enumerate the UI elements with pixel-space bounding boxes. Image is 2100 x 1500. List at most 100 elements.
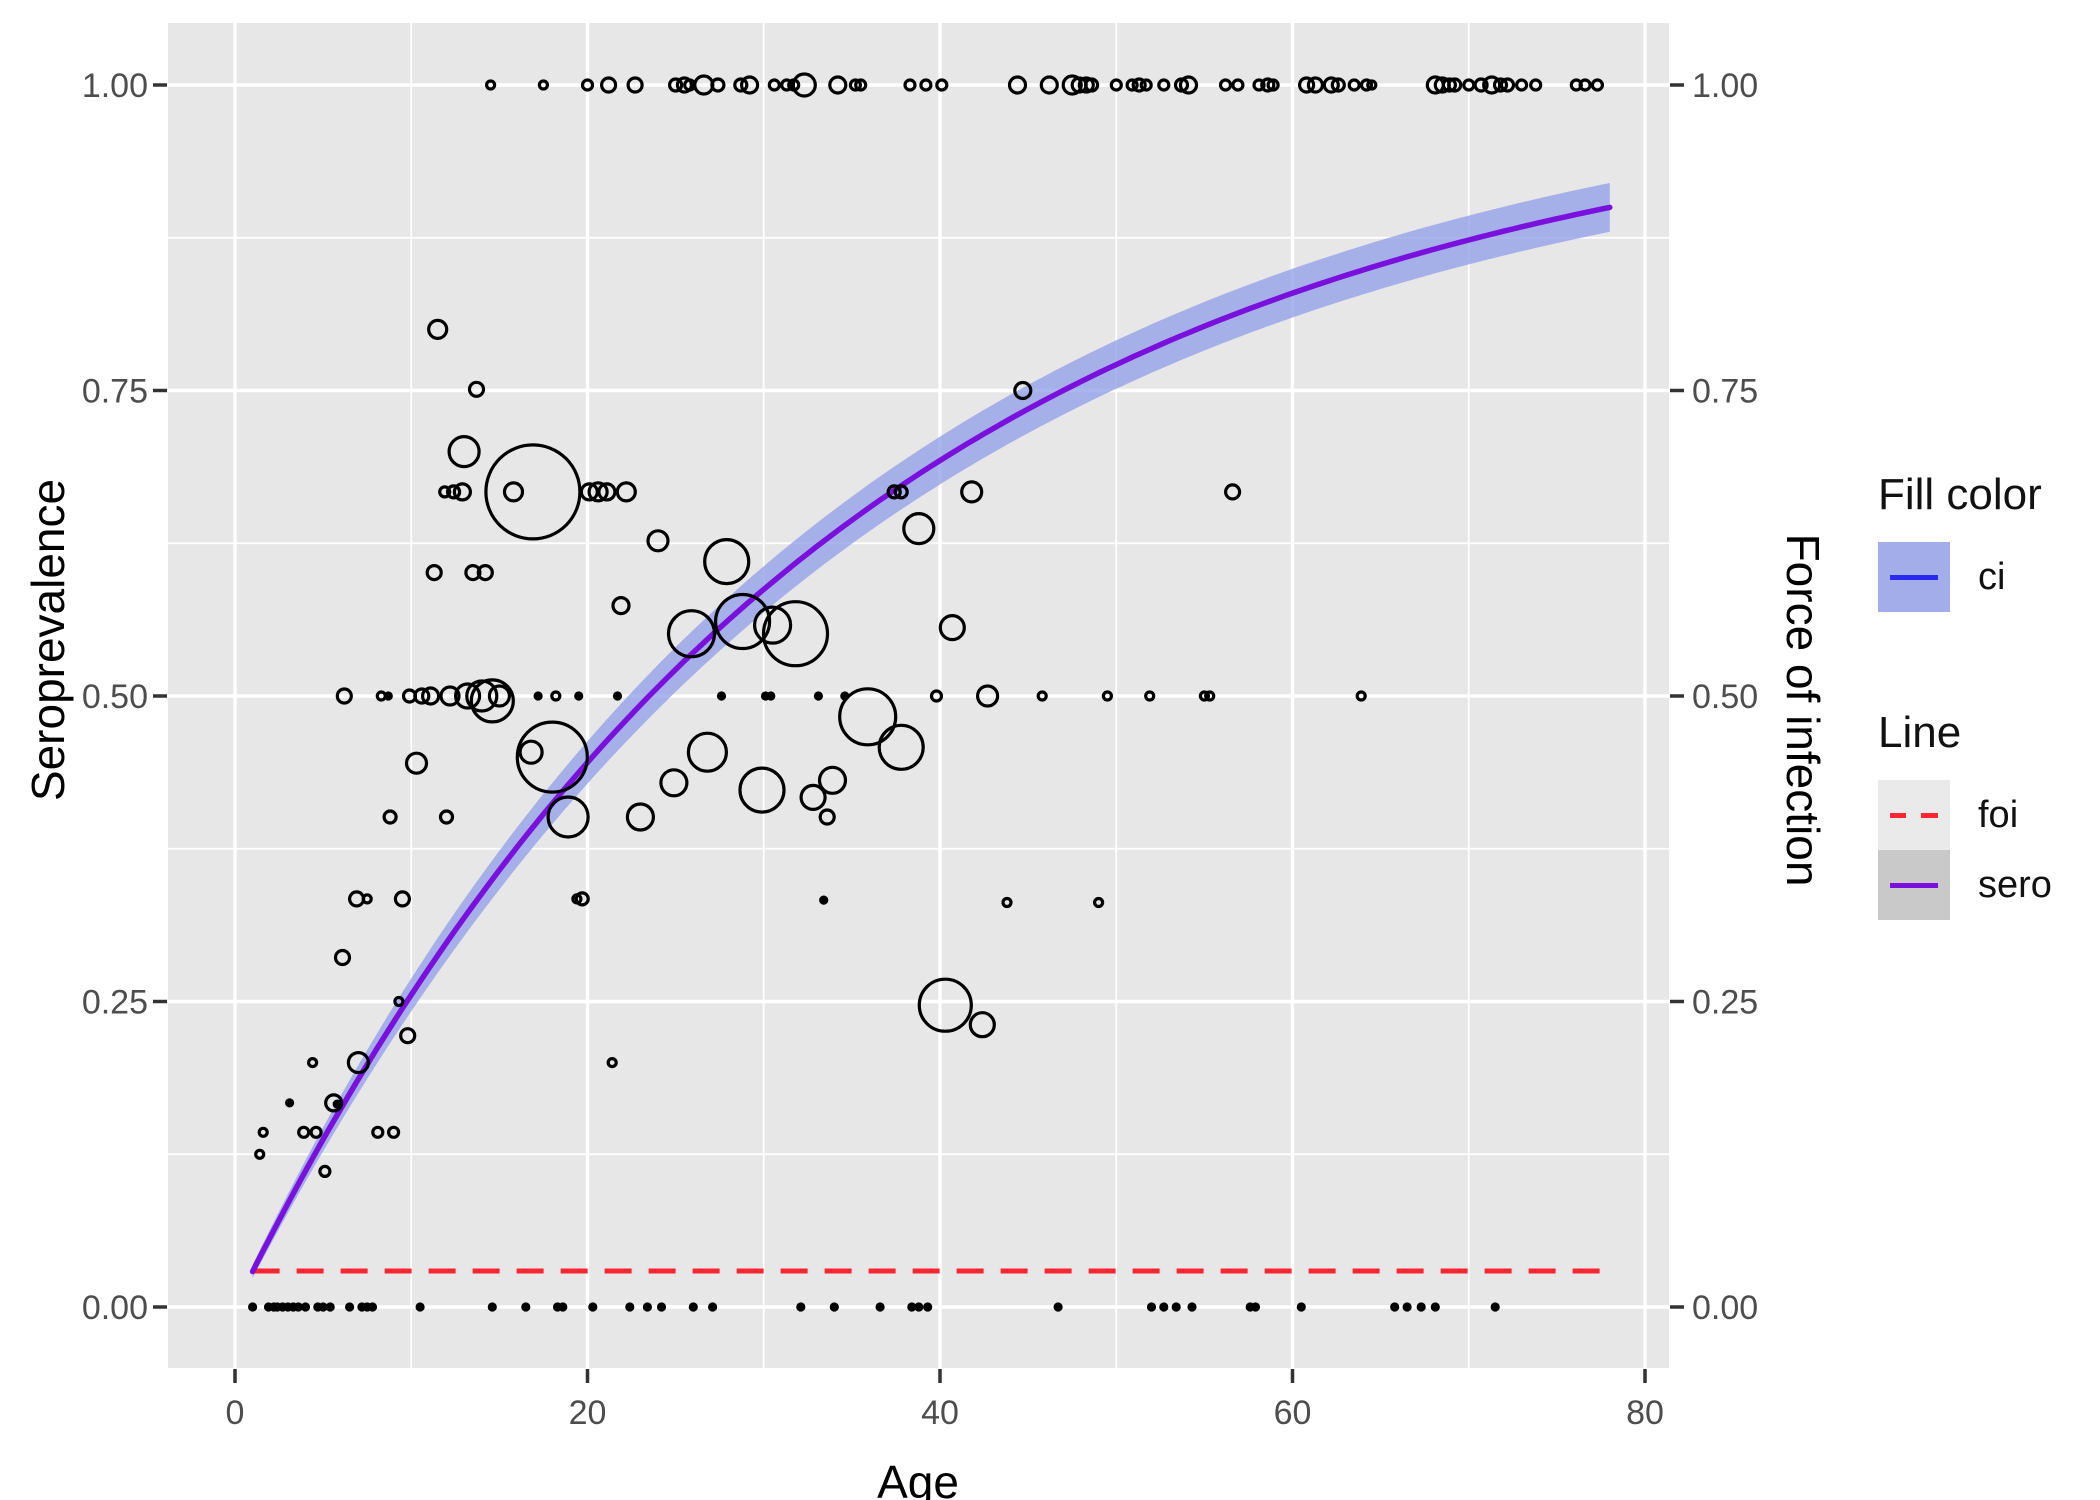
bubble-point <box>333 948 352 967</box>
legend-item-ci: ci <box>1878 542 2100 612</box>
bubble-point <box>666 609 717 659</box>
bubble-point <box>533 691 543 701</box>
seronegative-point <box>1402 1302 1412 1312</box>
seropositive-point <box>854 78 868 92</box>
bubble-point <box>766 691 776 701</box>
seropositive-point <box>1441 77 1458 93</box>
bubble-point <box>371 1125 385 1139</box>
seronegative-point <box>415 1302 425 1312</box>
bubble-point <box>518 739 544 765</box>
bubble-point <box>716 691 727 701</box>
seropositive-point <box>935 78 949 92</box>
foi-dash-icon <box>1890 812 1938 818</box>
bubble-point <box>335 687 353 705</box>
seropositive-point <box>1529 78 1543 92</box>
seronegative-point <box>318 1302 328 1312</box>
seropositive-point <box>1125 78 1139 92</box>
bubble-point <box>387 1125 401 1139</box>
seronegative-point <box>1296 1302 1306 1312</box>
seropositive-point <box>1131 77 1147 93</box>
bubble-point <box>399 1027 417 1045</box>
bubble-point <box>615 481 637 503</box>
bubble-point <box>1001 896 1013 909</box>
seropositive-point <box>1322 76 1340 94</box>
bubble-point <box>257 1126 269 1138</box>
seropositive-point <box>1109 78 1123 92</box>
bubble-point <box>438 485 452 499</box>
bubble-point <box>446 484 462 500</box>
bubble-point <box>818 808 836 826</box>
bubble-point <box>968 1011 996 1039</box>
x-axis-tick-label: 40 <box>921 1394 959 1432</box>
y-axis-right-tick-label: 0.75 <box>1692 373 1758 411</box>
seropositive-point <box>580 78 595 92</box>
seropositive-point <box>1007 75 1028 95</box>
seronegative-point <box>907 1302 917 1312</box>
bubble-point <box>318 1164 332 1179</box>
bubble-point <box>761 600 830 668</box>
y-axis-left-tick-label: 0.25 <box>82 984 148 1022</box>
bubble-point <box>393 890 411 908</box>
seronegative-point <box>1250 1302 1261 1312</box>
legend-item-ci-label: ci <box>1978 555 2006 598</box>
bubble-point <box>476 563 494 582</box>
y-axis-left-tick-label: 1.00 <box>82 67 148 105</box>
seropositive-point <box>485 79 497 91</box>
seronegative-point <box>1187 1302 1197 1312</box>
bubble-point <box>393 995 405 1008</box>
legend: Fill color ci Line foi sero <box>1878 470 2100 920</box>
bubble-point <box>447 435 481 469</box>
seropositive-point <box>848 78 863 92</box>
bubble-point <box>587 481 609 503</box>
seronegative-point <box>1053 1302 1063 1312</box>
seropositive-point <box>675 76 694 94</box>
legend-fill-title: Fill color <box>1878 470 2042 519</box>
seronegative-point <box>796 1302 806 1312</box>
legend-item-foi: foi <box>1878 780 2100 850</box>
bubble-point <box>686 731 729 773</box>
bubble-point <box>929 689 944 703</box>
bubble-point <box>817 765 848 795</box>
bubble-point <box>421 686 441 706</box>
seropositive-point <box>1347 78 1361 92</box>
seropositive-point <box>1590 78 1605 92</box>
bubble-point <box>550 690 562 702</box>
seronegative-point <box>487 1302 497 1312</box>
bubble-point <box>324 1093 344 1113</box>
bubble-point <box>413 687 431 705</box>
seropositive-point <box>739 75 760 95</box>
bubble-point <box>383 691 393 701</box>
seropositive-point <box>828 75 848 95</box>
bubble-point <box>819 895 829 905</box>
seronegative-point <box>707 1302 718 1312</box>
legend-item-foi-label: foi <box>1978 793 2019 836</box>
x-axis-tick-label: 20 <box>569 1394 607 1432</box>
bubble-point <box>454 682 482 710</box>
legend-item-sero-label: sero <box>1978 863 2052 906</box>
bubble-point <box>452 482 472 502</box>
bubble-point <box>886 484 902 500</box>
y-axis-right-tick-label: 0.00 <box>1692 1289 1758 1327</box>
seropositive-point <box>1061 74 1083 96</box>
seropositive-point <box>1447 77 1463 93</box>
bubble-point <box>838 687 898 747</box>
bubble-point <box>611 595 631 616</box>
bubble-point <box>546 795 590 839</box>
bubble-point <box>439 685 461 707</box>
bubble-point <box>799 783 827 812</box>
bubble-point <box>502 481 525 503</box>
x-axis-tick-label: 80 <box>1626 1394 1664 1432</box>
seronegative-point <box>558 1302 568 1312</box>
ci-line-key-icon <box>1890 574 1938 580</box>
bubble-point <box>1101 690 1114 702</box>
seropositive-point <box>1359 78 1374 92</box>
bubble-point <box>425 563 443 582</box>
seropositive-point <box>1366 79 1378 91</box>
y-axis-left-title: Seroprevalence <box>22 478 74 802</box>
bubble-point <box>574 891 590 907</box>
bubble-point <box>902 511 936 546</box>
seropositive-point <box>1260 77 1276 93</box>
seronegative-point <box>1430 1302 1440 1312</box>
x-axis-tick-label: 0 <box>226 1394 245 1432</box>
bubble-point <box>1144 690 1156 702</box>
